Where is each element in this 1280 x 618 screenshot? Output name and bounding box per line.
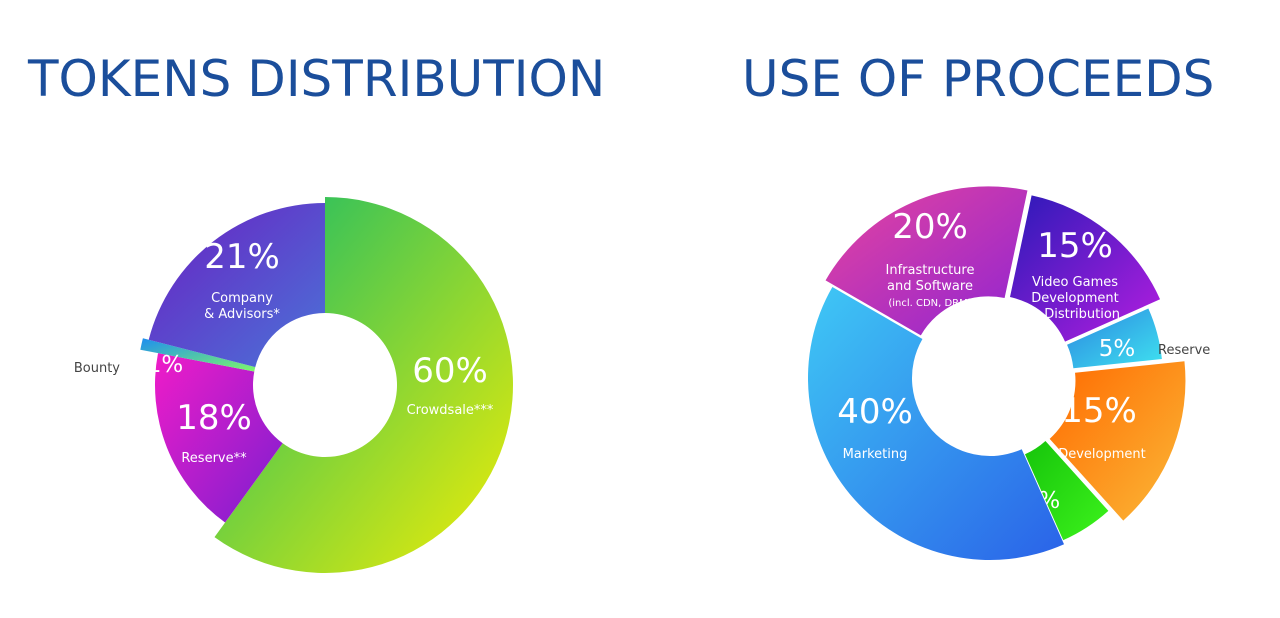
slice-development-percent: 15% xyxy=(1061,391,1137,431)
slice-bounty-outside-label: Bounty xyxy=(74,361,120,376)
slice-infrastructure-percent: 20% xyxy=(892,207,968,247)
slice-reserve xyxy=(1067,308,1162,369)
slice-company-label: & Advisors* xyxy=(204,307,280,322)
slice-reserve-percent: 5% xyxy=(1099,336,1136,362)
slice-company xyxy=(148,203,325,368)
slice-video-games-label: Development xyxy=(1031,291,1119,306)
slice-crowdsale-label: Crowdsale*** xyxy=(407,403,494,418)
slice-bounty-percent: 1% xyxy=(147,352,184,378)
tokens-distribution-donut: 60% Crowdsale*** 18% Reserve** 1% Bounty 21% Co… xyxy=(74,197,513,573)
slice-crowdsale xyxy=(214,197,513,573)
slice-infrastructure-label: Infrastructure xyxy=(886,263,975,278)
slice-development-label: Development xyxy=(1058,447,1146,462)
use-of-proceeds-title: USE OF PROCEEDS xyxy=(742,50,1215,108)
slice-reserve-outside-label: Reserve xyxy=(1158,343,1210,358)
slice-reserve-label: Reserve** xyxy=(181,451,247,466)
slice-video-games xyxy=(1009,195,1161,342)
slice-reserve xyxy=(154,353,283,523)
tokens-distribution-title: TOKENS DISTRIBUTION xyxy=(28,50,606,108)
slice-marketing-label: Marketing xyxy=(843,447,908,462)
slice-marketing xyxy=(807,287,1065,561)
slice-company-percent: 21% xyxy=(204,237,280,277)
slice-video-games-label: Video Games xyxy=(1032,275,1118,290)
slice-reserve-percent: 18% xyxy=(176,398,252,438)
slice-development xyxy=(1049,361,1186,521)
slice-infrastructure-label: and Software xyxy=(887,279,973,294)
slice-video-games-percent: 15% xyxy=(1037,226,1113,266)
slice-crowdsale-percent: 60% xyxy=(412,351,488,391)
slice-infrastructure xyxy=(825,186,1028,336)
slice-legal xyxy=(1024,440,1109,541)
slice-infrastructure-label: (incl. CDN, DRM) xyxy=(888,298,971,309)
slice-company-label: Company xyxy=(211,291,273,306)
slice-marketing-percent: 40% xyxy=(837,392,913,432)
slice-bounty xyxy=(140,338,256,372)
slice-video-games-label: & Distribution xyxy=(1030,307,1120,322)
